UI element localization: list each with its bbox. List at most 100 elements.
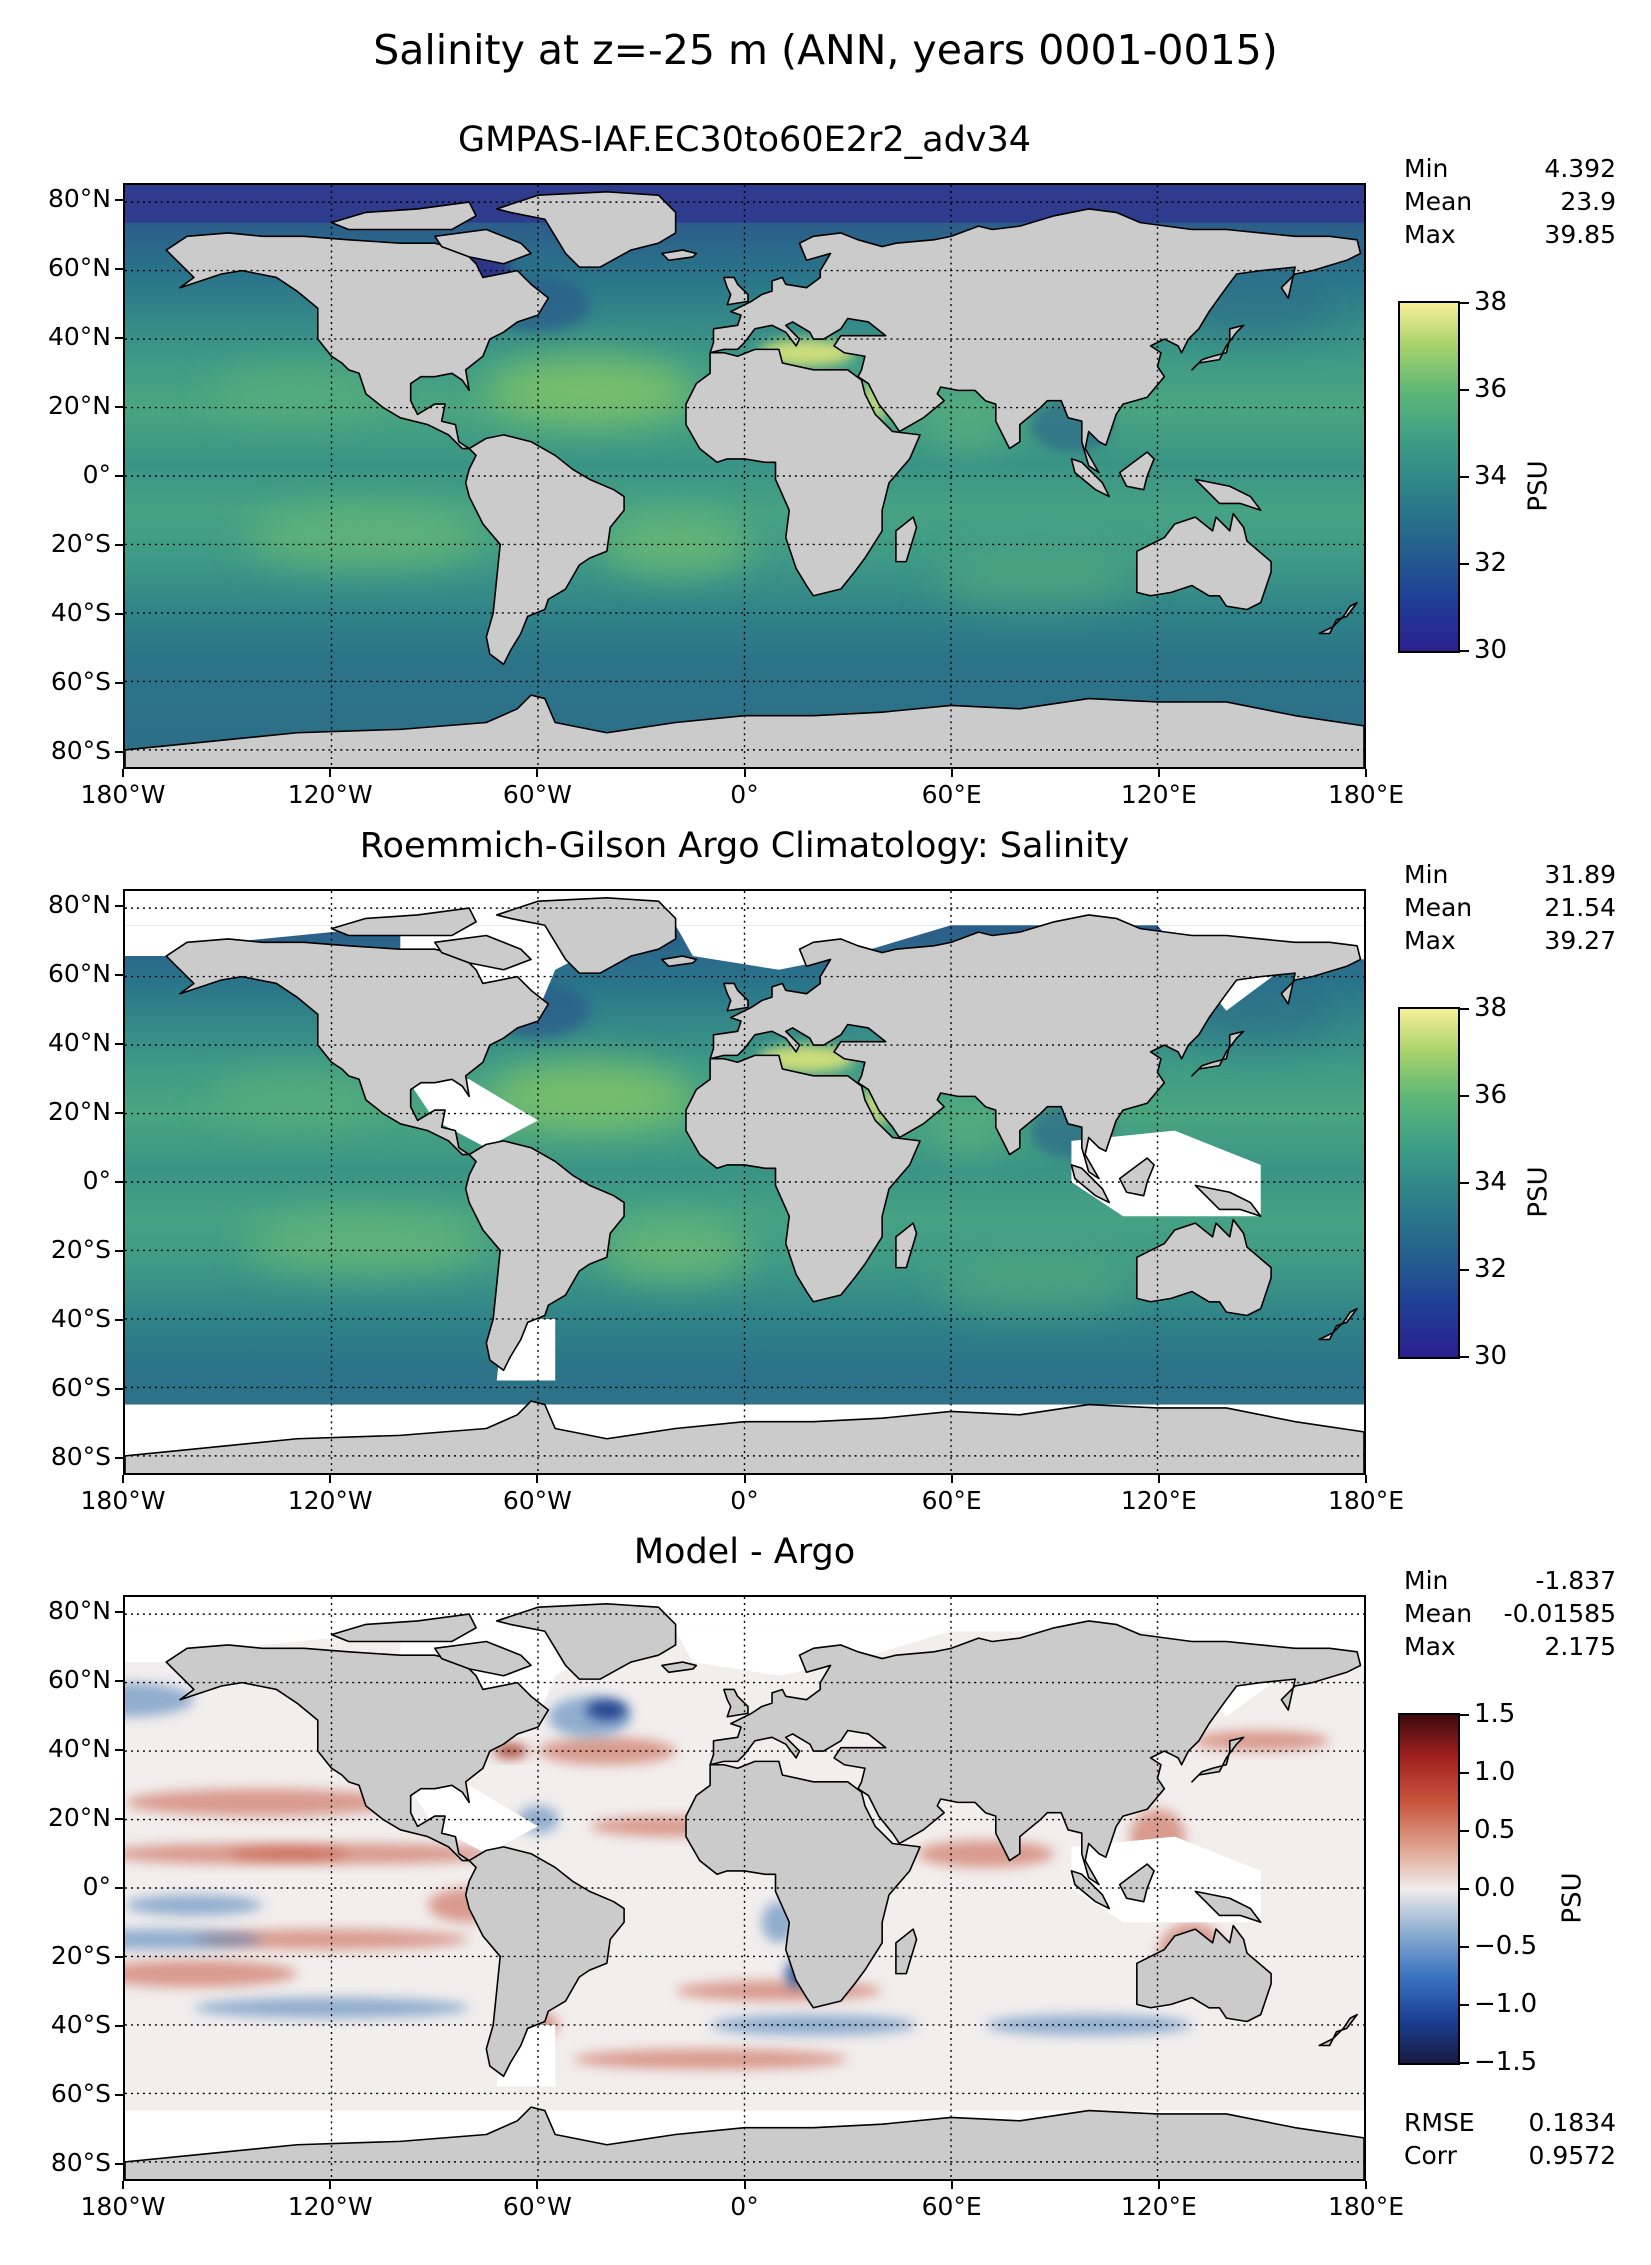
colorbar-tick-label: 34 [1474, 461, 1508, 491]
panel-title-diff: Model - Argo [633, 1532, 856, 1572]
land-japan [1191, 1030, 1245, 1077]
lon-tick [1157, 769, 1160, 777]
lat-tick [115, 199, 123, 202]
lat-tick-label: 60°S [50, 1372, 111, 1402]
lon-tick [536, 2181, 539, 2189]
land-iceland [661, 1661, 698, 1674]
land-japan [1191, 1736, 1245, 1783]
colorbar-tick [1460, 1772, 1469, 1774]
colorbar-tick [1460, 650, 1469, 652]
lat-tick [115, 1456, 123, 1459]
lon-tick-label: 0° [730, 1486, 759, 1515]
land-new-zealand [1318, 601, 1358, 635]
colorbar-tick-label: 36 [1474, 1080, 1508, 1110]
lon-tick [1157, 1475, 1160, 1483]
lat-tick [115, 1955, 123, 1958]
lon-tick-label: 180°W [80, 1486, 166, 1515]
colorbar-tick [1460, 302, 1469, 304]
land-eurasia-africa [685, 208, 1362, 597]
colorbar-tick-label: −1.0 [1474, 1989, 1538, 2019]
lon-tick [743, 769, 746, 777]
land-madagascar [895, 516, 918, 563]
lat-tick [115, 543, 123, 546]
land-greenland [495, 1603, 677, 1680]
colorbar-tick-label: 34 [1474, 1167, 1508, 1197]
lon-tick-label: 180°E [1327, 1486, 1404, 1515]
colorbar-tick [1460, 1830, 1469, 1832]
land-baffin-island [434, 1640, 532, 1677]
colorbar-argo [1398, 1007, 1460, 1359]
stat-row-rmse: RMSE 0.1834 [1404, 2108, 1616, 2137]
colorbar-gradient [1400, 1715, 1458, 2063]
lon-tick [950, 2181, 953, 2189]
lon-tick-label: 180°E [1327, 2192, 1404, 2221]
lat-tick-label: 40°S [50, 597, 111, 627]
land-canadian-archipelago [330, 907, 477, 937]
colorbar-tick-label: 38 [1474, 287, 1508, 317]
lat-tick [115, 475, 123, 477]
lat-tick-label: 20°S [50, 1234, 111, 1264]
colorbar-tick [1460, 389, 1469, 391]
land-new-guinea [1194, 478, 1262, 512]
lon-tick-label: 120°W [287, 780, 373, 809]
lat-tick-label: 0° [82, 1166, 111, 1195]
lat-tick [115, 1181, 123, 1183]
lon-tick-label: 120°E [1120, 1486, 1197, 1515]
lat-tick-label: 40°S [50, 2009, 111, 2039]
colorbar-tick [1460, 563, 1469, 565]
colorbar-tick [1460, 1946, 1469, 1948]
stat-row-max: Max 39.27 [1404, 926, 1616, 955]
lat-tick [115, 974, 123, 977]
colorbar-model [1398, 301, 1460, 653]
figure-title: Salinity at z=-25 m (ANN, years 0001-001… [373, 26, 1278, 74]
lat-tick-label: 60°N [47, 959, 111, 989]
stats-model: Min 4.392 Mean 23.9 Max 39.85 [1404, 152, 1616, 251]
land-antarctica [125, 2106, 1364, 2179]
colorbar-tick-label: 32 [1474, 1254, 1508, 1284]
lat-tick-label: 60°N [47, 1665, 111, 1695]
lat-tick-label: 40°N [47, 1734, 111, 1764]
lat-tick [115, 612, 123, 615]
colorbar-tick-label: 0.0 [1474, 1873, 1516, 1903]
colorbar-tick-label: 1.5 [1474, 1699, 1516, 1729]
lon-tick-label: 180°E [1327, 780, 1404, 809]
stat-row-min: Min 31.89 [1404, 860, 1616, 889]
land-south-america [464, 1846, 625, 2078]
land-new-guinea [1194, 1184, 1262, 1218]
colorbar-tick-label: 32 [1474, 548, 1508, 578]
lat-tick [115, 1887, 123, 1889]
lon-tick-label: 60°W [502, 1486, 572, 1515]
stat-row-min: Min -1.837 [1404, 1566, 1616, 1595]
colorbar-tick [1460, 1714, 1469, 1716]
colorbar-tick [1460, 1356, 1469, 1358]
land-sumatra [1070, 458, 1111, 498]
lat-tick-label: 80°N [47, 184, 111, 214]
lon-tick [1365, 2181, 1367, 2189]
land-greenland [495, 191, 677, 268]
lat-tick [115, 1818, 123, 1821]
stat-row-mean: Mean 21.54 [1404, 893, 1616, 922]
colorbar-tick-label: 1.0 [1474, 1757, 1516, 1787]
lon-tick-label: 60°W [502, 2192, 572, 2221]
lat-tick [115, 1112, 123, 1115]
land-canadian-archipelago [330, 1613, 477, 1643]
colorbar-tick-label: 30 [1474, 1341, 1508, 1371]
lat-tick [115, 905, 123, 908]
lat-tick-label: 20°N [47, 1803, 111, 1833]
lon-tick [1365, 769, 1367, 777]
lon-tick [743, 2181, 746, 2189]
colorbar-tick [1460, 476, 1469, 478]
lat-tick-label: 60°S [50, 666, 111, 696]
lon-tick-label: 120°E [1120, 2192, 1197, 2221]
lat-tick-label: 20°N [47, 391, 111, 421]
land-eurasia-africa [685, 1620, 1362, 2009]
land-antarctica [125, 1400, 1364, 1473]
colorbar-tick [1460, 1182, 1469, 1184]
colorbar-tick-label: −1.5 [1474, 2047, 1538, 2077]
land-baffin-island [434, 934, 532, 971]
land-borneo [1118, 1863, 1155, 1903]
land-baffin-island [434, 228, 532, 265]
colorbar-tick-label: 30 [1474, 635, 1508, 665]
lon-tick-label: 180°W [80, 780, 166, 809]
stat-row-max: Max 2.175 [1404, 1632, 1616, 1661]
